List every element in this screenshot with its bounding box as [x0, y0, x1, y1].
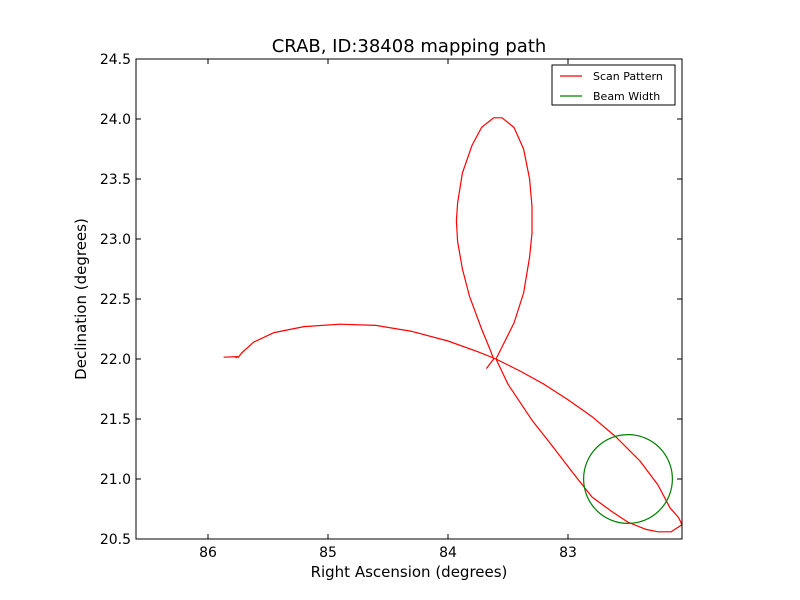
y-tick-label: 22.0 — [100, 352, 131, 368]
y-tick-label: 21.0 — [100, 472, 131, 488]
legend-label-beam-width: Beam Width — [593, 90, 660, 103]
y-tick-label: 23.5 — [100, 172, 131, 188]
chart-title: CRAB, ID:38408 mapping path — [272, 36, 547, 57]
legend: Scan Pattern Beam Width — [551, 64, 676, 106]
y-axis-label: Declination (degrees) — [72, 218, 90, 380]
y-tick-label: 20.5 — [100, 532, 131, 548]
x-tick-label: 86 — [199, 545, 217, 561]
x-tick-label: 84 — [439, 545, 457, 561]
scan-pattern-start-segment — [223, 356, 239, 359]
y-tick-label: 21.5 — [100, 412, 131, 428]
scan-pattern-line — [237, 117, 682, 533]
y-tick-label: 23.0 — [100, 232, 131, 248]
y-tick-label: 22.5 — [100, 292, 131, 308]
x-tick-label: 83 — [559, 545, 577, 561]
plot-frame — [135, 58, 683, 540]
beam-width-circle — [582, 434, 673, 525]
legend-label-scan-pattern: Scan Pattern — [593, 70, 663, 83]
legend-box — [551, 64, 676, 106]
x-tick-label: 85 — [319, 545, 337, 561]
plot-area — [136, 59, 682, 539]
series-layer — [223, 117, 682, 533]
y-tick-label: 24.5 — [100, 52, 131, 68]
y-tick-label: 24.0 — [100, 112, 131, 128]
x-axis-label: Right Ascension (degrees) — [311, 563, 508, 581]
